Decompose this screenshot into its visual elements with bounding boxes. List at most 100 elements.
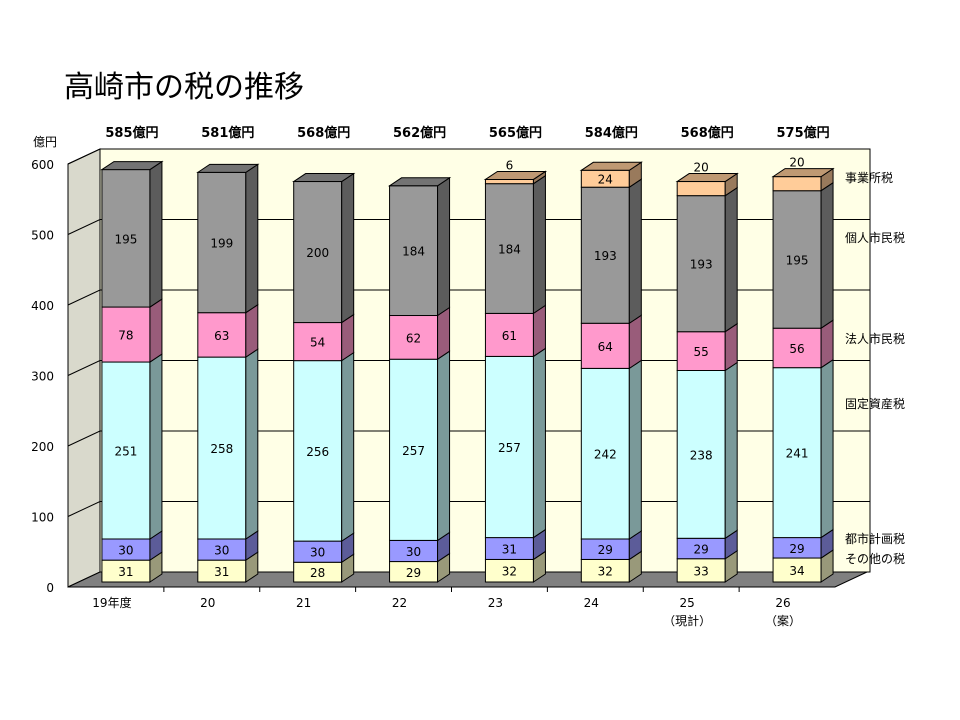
bar-side (628, 359, 642, 540)
bar-top (292, 173, 356, 183)
data-label: 195 (786, 253, 809, 267)
data-label: 61 (502, 329, 517, 343)
legend-label: 都市計画税 (845, 531, 905, 546)
data-label: 258 (210, 442, 233, 456)
bar-segment (676, 370, 726, 539)
bar-side (532, 174, 546, 315)
bar-top (387, 177, 452, 187)
x-tick-sublabel: （案） (765, 613, 801, 628)
total-label: 562億円 (393, 125, 446, 141)
data-label: 29 (789, 542, 804, 556)
data-label: 28 (310, 566, 325, 580)
data-label: 242 (594, 448, 617, 462)
bar-segment (772, 190, 822, 329)
total-label: 575億円 (776, 125, 829, 141)
data-label: 78 (118, 329, 133, 343)
data-label: 30 (310, 546, 325, 560)
total-label: 568億円 (297, 125, 350, 141)
data-label: 30 (214, 544, 229, 558)
bar-side (341, 351, 355, 543)
data-label: 241 (786, 447, 809, 461)
data-label: 251 (114, 445, 137, 459)
y-tick-label: 300 (31, 370, 54, 384)
chart-title: 高崎市の税の推移 (64, 70, 304, 105)
bar-side (149, 160, 163, 308)
data-label: 199 (210, 237, 233, 251)
bar-segment (389, 358, 439, 541)
data-label: 200 (306, 246, 329, 260)
bar-segment (197, 312, 247, 358)
bar-top (483, 170, 548, 180)
x-tick-label: 21 (296, 596, 311, 610)
total-label: 585億円 (105, 125, 158, 141)
x-tick-sublabel: （現計） (663, 613, 711, 628)
data-label: 193 (594, 249, 617, 263)
data-label: 34 (789, 564, 804, 578)
bar-side (820, 181, 834, 330)
bar-segment (772, 176, 822, 192)
data-label: 184 (402, 245, 425, 259)
bar-segment (580, 322, 630, 369)
data-label: 6 (506, 158, 514, 172)
bar-top (771, 168, 835, 178)
bar-side (628, 178, 642, 325)
bar-side (820, 358, 834, 539)
bar-segment (484, 312, 534, 357)
data-label: 54 (310, 336, 325, 350)
x-tick-label: 22 (392, 596, 407, 610)
legend-label: 事業所税 (845, 171, 893, 185)
bar-segment (389, 315, 439, 360)
bar-side (245, 163, 259, 314)
data-label: 63 (214, 329, 229, 343)
y-tick-label: 0 (46, 581, 54, 595)
legend-label: 個人市民税 (845, 230, 905, 245)
data-label: 238 (690, 448, 713, 462)
bar-segment (772, 327, 822, 369)
bar-segment (676, 181, 726, 197)
bar-side (437, 176, 451, 317)
y-tick-label: 500 (31, 229, 54, 243)
x-tick-label: 24 (584, 596, 599, 610)
bar-side (724, 186, 738, 333)
y-tick-label: 100 (31, 511, 54, 525)
data-label: 32 (502, 565, 517, 579)
legend-label: 法人市民税 (845, 331, 905, 346)
data-label: 32 (598, 565, 613, 579)
bar-side (724, 361, 738, 540)
bar-side (245, 303, 259, 359)
bar-segment (484, 355, 534, 539)
data-label: 55 (694, 345, 709, 359)
bar-side (532, 347, 546, 539)
data-label: 195 (114, 232, 137, 246)
bar-segment (484, 178, 534, 185)
bar-side (149, 298, 163, 363)
bar-segment (676, 331, 726, 372)
y-tick-label: 200 (31, 440, 54, 454)
data-label: 29 (694, 543, 709, 557)
bar-top (675, 173, 739, 183)
bar-segment (389, 185, 439, 317)
data-label: 31 (118, 565, 133, 579)
total-label: 581億円 (201, 125, 254, 141)
bar-segment (101, 361, 151, 540)
data-label: 29 (406, 566, 421, 580)
bar-side (437, 350, 451, 542)
bar-side (532, 304, 546, 358)
data-label: 20 (694, 161, 709, 175)
total-label: 565億円 (489, 125, 542, 141)
bar-top (196, 163, 260, 173)
bar-side (341, 172, 355, 324)
bar-side (149, 353, 163, 540)
data-label: 31 (214, 565, 229, 579)
total-label: 584億円 (585, 125, 638, 141)
y-tick-label: 400 (31, 299, 54, 313)
data-label: 257 (498, 441, 521, 455)
y-tick-label: 600 (31, 158, 54, 172)
bar-top (579, 161, 643, 171)
data-label: 64 (598, 340, 613, 354)
bar-top (100, 161, 164, 171)
total-label: 568億円 (681, 125, 734, 141)
x-tick-label: 25 (680, 596, 695, 610)
